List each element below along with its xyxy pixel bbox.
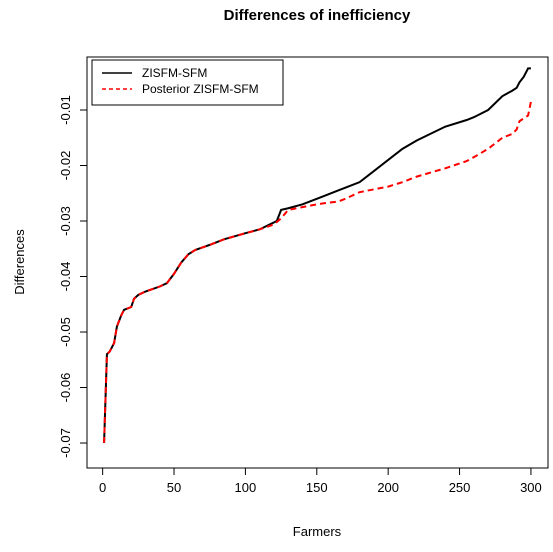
y-axis-label: Differences — [12, 229, 27, 295]
x-tick-label: 300 — [520, 480, 542, 495]
legend-box — [91, 59, 284, 106]
series-line — [103, 67, 531, 444]
chart-title: Differences of inefficiency — [224, 7, 411, 24]
legend-label: Posterior ZISFM-SFM — [142, 82, 259, 96]
x-tick-label: 150 — [306, 480, 328, 495]
x-axis-label: Farmers — [293, 524, 342, 539]
plot-frame — [86, 56, 549, 469]
y-tick-label: -0.07 — [58, 428, 73, 458]
x-tick-label: 100 — [235, 480, 257, 495]
x-tick-label: 250 — [449, 480, 471, 495]
y-tick-label: -0.06 — [58, 373, 73, 403]
y-tick-label: -0.05 — [58, 317, 73, 347]
x-tick-label: 50 — [167, 480, 181, 495]
legend-label: ZISFM-SFM — [142, 66, 207, 80]
series-line — [103, 101, 532, 444]
y-tick-label: -0.02 — [58, 151, 73, 181]
x-tick-label: 200 — [377, 480, 399, 495]
y-tick-label: -0.01 — [58, 95, 73, 125]
y-tick-label: -0.04 — [58, 262, 73, 292]
x-tick-label: 0 — [99, 480, 106, 495]
y-tick-label: -0.03 — [58, 206, 73, 236]
